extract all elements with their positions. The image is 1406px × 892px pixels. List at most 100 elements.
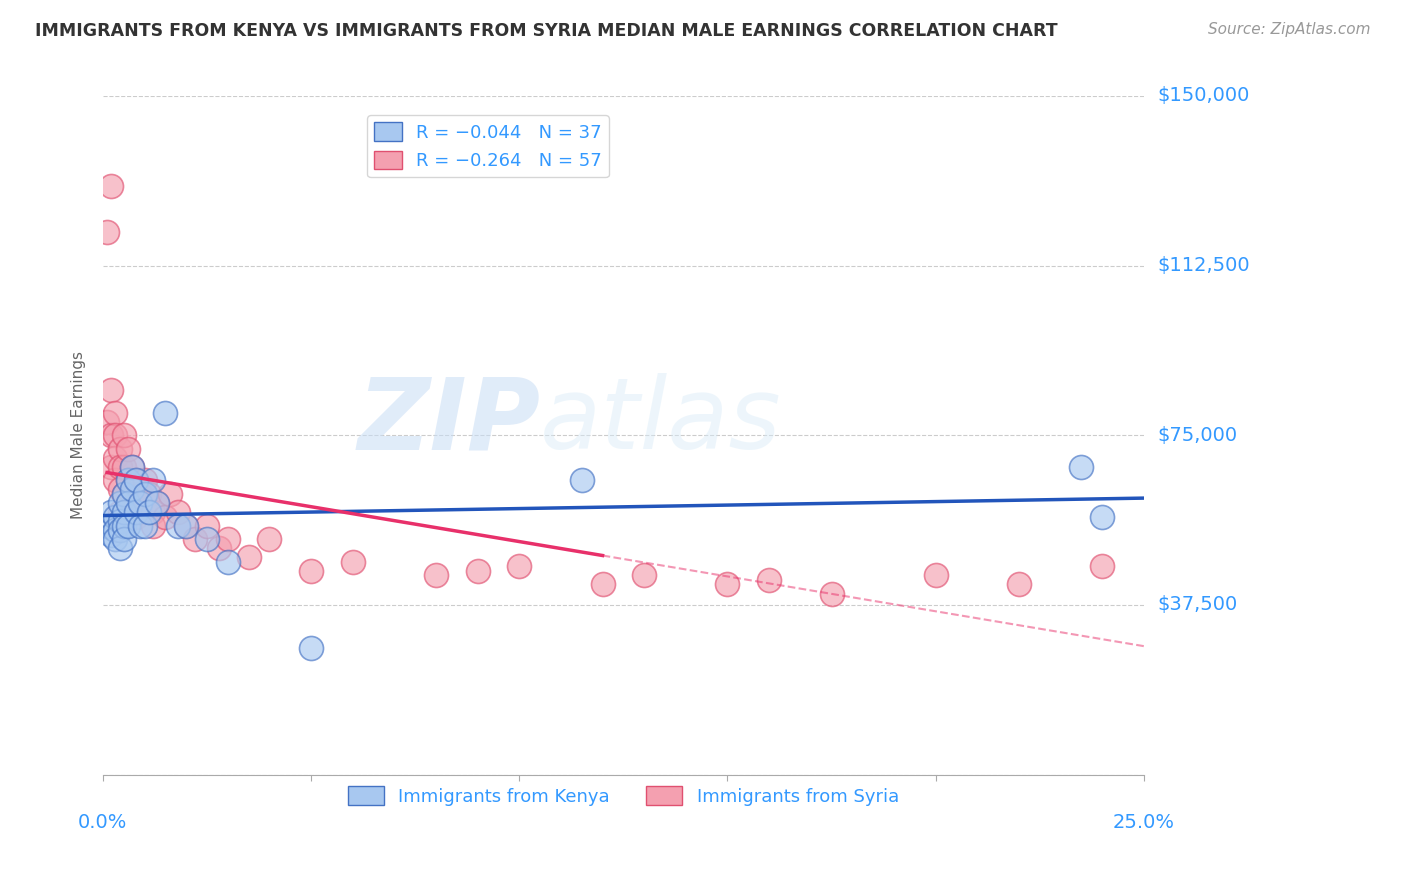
Point — [104, 474, 127, 488]
Point — [108, 496, 131, 510]
Point — [125, 505, 148, 519]
Point — [1091, 559, 1114, 574]
Point — [117, 496, 139, 510]
Point — [142, 474, 165, 488]
Point — [112, 428, 135, 442]
Legend: Immigrants from Kenya, Immigrants from Syria: Immigrants from Kenya, Immigrants from S… — [340, 780, 907, 813]
Text: IMMIGRANTS FROM KENYA VS IMMIGRANTS FROM SYRIA MEDIAN MALE EARNINGS CORRELATION : IMMIGRANTS FROM KENYA VS IMMIGRANTS FROM… — [35, 22, 1057, 40]
Point — [1008, 577, 1031, 591]
Point — [571, 474, 593, 488]
Point — [134, 474, 156, 488]
Point — [820, 586, 842, 600]
Point — [592, 577, 614, 591]
Point — [129, 505, 152, 519]
Point — [924, 568, 946, 582]
Point — [100, 527, 122, 541]
Text: $150,000: $150,000 — [1157, 87, 1250, 105]
Point — [174, 518, 197, 533]
Point — [104, 533, 127, 547]
Point — [425, 568, 447, 582]
Point — [155, 406, 177, 420]
Point — [633, 568, 655, 582]
Point — [195, 533, 218, 547]
Point — [121, 459, 143, 474]
Text: Source: ZipAtlas.com: Source: ZipAtlas.com — [1208, 22, 1371, 37]
Point — [121, 483, 143, 497]
Point — [259, 533, 281, 547]
Point — [146, 496, 169, 510]
Text: $75,000: $75,000 — [1157, 425, 1237, 445]
Point — [129, 496, 152, 510]
Text: $37,500: $37,500 — [1157, 595, 1239, 615]
Point — [108, 442, 131, 456]
Point — [125, 496, 148, 510]
Point — [1070, 459, 1092, 474]
Point — [112, 487, 135, 501]
Point — [217, 533, 239, 547]
Point — [217, 555, 239, 569]
Point — [121, 505, 143, 519]
Point — [125, 509, 148, 524]
Point — [129, 487, 152, 501]
Point — [117, 442, 139, 456]
Point — [112, 533, 135, 547]
Text: $112,500: $112,500 — [1157, 256, 1250, 275]
Point — [134, 487, 156, 501]
Point — [138, 505, 160, 519]
Point — [104, 523, 127, 537]
Point — [104, 450, 127, 465]
Point — [183, 533, 205, 547]
Point — [299, 564, 322, 578]
Point — [104, 406, 127, 420]
Point — [121, 459, 143, 474]
Point — [1091, 509, 1114, 524]
Point — [112, 518, 135, 533]
Point — [96, 415, 118, 429]
Point — [117, 518, 139, 533]
Point — [117, 496, 139, 510]
Point — [100, 428, 122, 442]
Point — [159, 487, 181, 501]
Point — [195, 518, 218, 533]
Point — [134, 496, 156, 510]
Point — [104, 428, 127, 442]
Point — [208, 541, 231, 556]
Text: 25.0%: 25.0% — [1114, 814, 1175, 832]
Point — [100, 383, 122, 397]
Point — [117, 474, 139, 488]
Point — [112, 487, 135, 501]
Point — [96, 225, 118, 239]
Point — [125, 474, 148, 488]
Point — [100, 179, 122, 194]
Point — [138, 487, 160, 501]
Point — [299, 640, 322, 655]
Point — [174, 518, 197, 533]
Point — [758, 573, 780, 587]
Point — [117, 474, 139, 488]
Point — [155, 509, 177, 524]
Y-axis label: Median Male Earnings: Median Male Earnings — [72, 351, 86, 519]
Point — [716, 577, 738, 591]
Point — [108, 523, 131, 537]
Point — [108, 459, 131, 474]
Point — [166, 505, 188, 519]
Text: 0.0%: 0.0% — [79, 814, 128, 832]
Point — [142, 505, 165, 519]
Point — [342, 555, 364, 569]
Point — [108, 541, 131, 556]
Point — [142, 518, 165, 533]
Point — [134, 518, 156, 533]
Text: ZIP: ZIP — [357, 373, 540, 470]
Text: atlas: atlas — [540, 373, 782, 470]
Point — [108, 514, 131, 528]
Point — [96, 518, 118, 533]
Point — [467, 564, 489, 578]
Point — [121, 487, 143, 501]
Point — [238, 550, 260, 565]
Point — [112, 505, 135, 519]
Point — [100, 459, 122, 474]
Point — [100, 505, 122, 519]
Point — [108, 505, 131, 519]
Point — [129, 518, 152, 533]
Point — [508, 559, 530, 574]
